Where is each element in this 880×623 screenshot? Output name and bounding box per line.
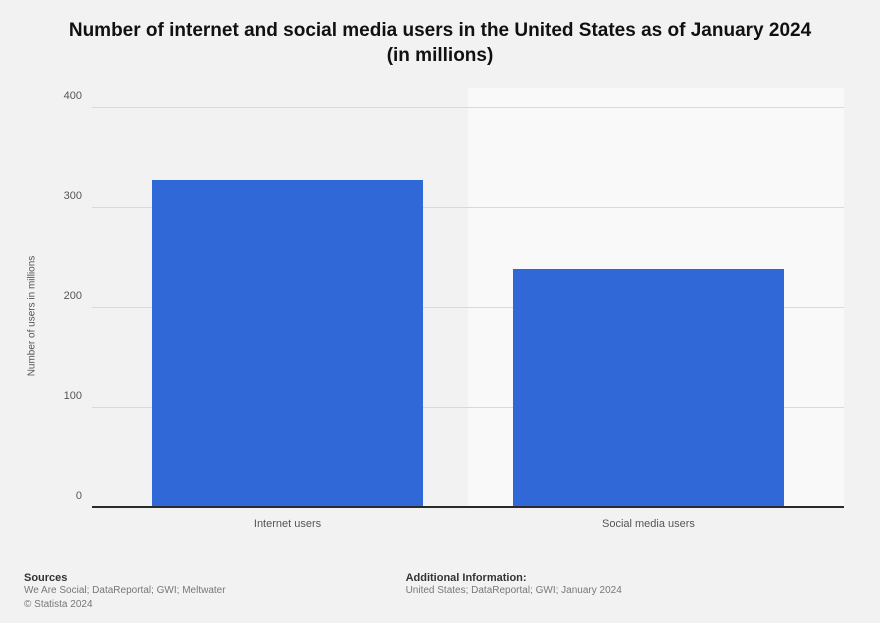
sources-heading: Sources	[24, 572, 226, 584]
x-tick-label: Social media users	[602, 508, 695, 530]
info-line-1: United States; DataReportal; GWI; Januar…	[406, 584, 622, 598]
plot-inner: 0100200300400Internet usersSocial media …	[92, 88, 844, 508]
chart-area: Number of users in millions 010020030040…	[24, 80, 856, 552]
y-tick-label: 300	[32, 190, 92, 202]
footer-info: Additional Information: United States; D…	[406, 572, 622, 611]
chart-container: Number of internet and social media user…	[0, 0, 880, 623]
chart-footer: Sources We Are Social; DataReportal; GWI…	[24, 572, 856, 611]
y-tick-label: 100	[32, 390, 92, 402]
footer-sources: Sources We Are Social; DataReportal; GWI…	[24, 572, 226, 611]
sources-line-1: We Are Social; DataReportal; GWI; Meltwa…	[24, 584, 226, 598]
chart-title: Number of internet and social media user…	[60, 18, 820, 68]
info-heading: Additional Information:	[406, 572, 622, 584]
bar	[513, 269, 784, 508]
y-tick-label: 0	[32, 490, 92, 502]
sources-line-2: © Statista 2024	[24, 598, 226, 612]
gridline	[92, 107, 844, 108]
x-axis-baseline	[92, 506, 844, 508]
y-axis-label: Number of users in millions	[27, 256, 38, 377]
x-tick-label: Internet users	[254, 508, 321, 530]
y-tick-label: 200	[32, 290, 92, 302]
bar	[152, 180, 423, 508]
plot-area: 0100200300400Internet usersSocial media …	[92, 88, 844, 508]
y-tick-label: 400	[32, 90, 92, 102]
